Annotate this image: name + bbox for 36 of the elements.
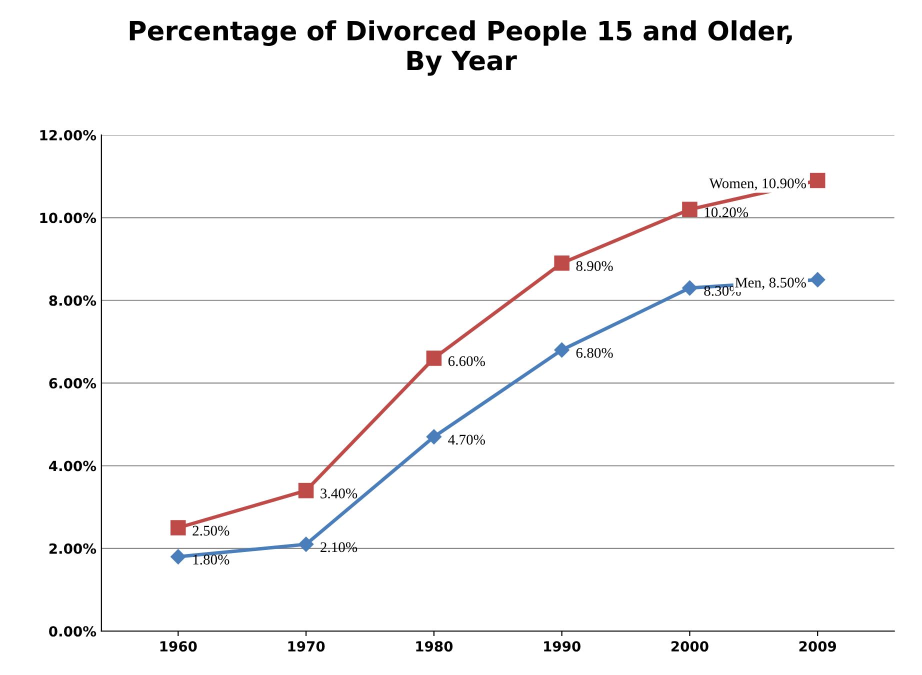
point	[682, 280, 698, 296]
data-label: 10.20%	[704, 207, 748, 218]
x-tick-label: 1980	[416, 641, 453, 652]
data-label: Women, 10.90%	[709, 178, 806, 190]
point	[426, 350, 442, 366]
x-tick-label: 1970	[288, 641, 325, 652]
point	[810, 172, 826, 188]
point	[298, 482, 314, 498]
x-tick-label: 1960	[160, 641, 197, 652]
x-tick-label: 2009	[799, 641, 836, 652]
y-tick-label: 2.00%	[49, 543, 96, 554]
point	[298, 536, 314, 552]
y-tick-label: 6.00%	[49, 378, 96, 389]
point	[170, 520, 186, 536]
chart-title: Percentage of Divorced People 15 and Older, By Year	[130, 20, 792, 76]
data-label: 4.70%	[448, 434, 485, 445]
x-tick-label: 2000	[671, 641, 708, 652]
y-tick-label: 10.00%	[40, 212, 96, 224]
point	[810, 272, 826, 288]
point	[170, 549, 186, 564]
point	[554, 256, 570, 271]
y-tick-label: 12.00%	[40, 130, 96, 140]
data-label: 2.50%	[192, 526, 230, 536]
data-label: 1.80%	[193, 554, 230, 565]
data-label: 2.10%	[320, 542, 358, 552]
data-label: 8.90%	[576, 261, 613, 272]
data-label: 6.60%	[448, 356, 485, 366]
y-tick-label: 8.00%	[49, 295, 96, 306]
y-tick-label: 4.00%	[49, 460, 96, 472]
data-label: 3.40%	[320, 488, 358, 498]
point	[554, 342, 570, 358]
y-tick-label: 0.00%	[49, 626, 96, 637]
x-tick-label: 1990	[544, 641, 580, 652]
point	[426, 429, 442, 444]
point	[682, 202, 698, 218]
data-label: 6.80%	[576, 348, 613, 358]
